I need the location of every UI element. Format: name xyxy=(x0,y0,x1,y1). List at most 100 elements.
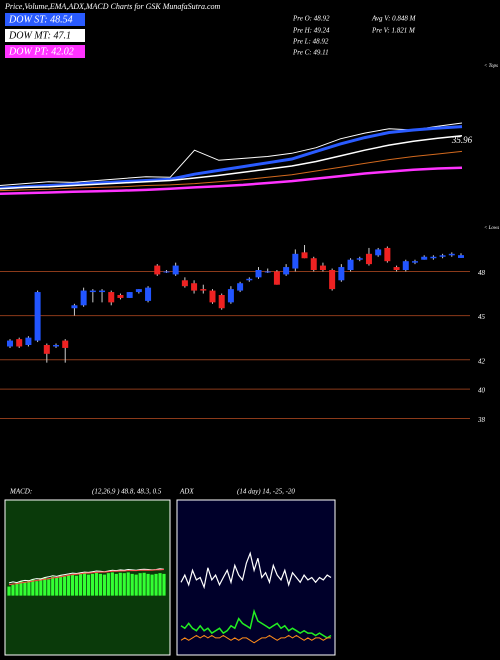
candle-body xyxy=(218,295,225,309)
histogram-bar xyxy=(23,581,27,596)
candle-body xyxy=(356,258,363,260)
candle-body xyxy=(365,253,372,265)
candle-body xyxy=(7,340,13,347)
histogram-bar xyxy=(138,573,142,596)
histogram-bar xyxy=(67,575,71,596)
info-text: Pre V: 1.821 M xyxy=(371,27,416,35)
candle-body xyxy=(108,292,115,303)
candle-body xyxy=(16,339,23,347)
candle-body xyxy=(338,267,345,281)
candle-body xyxy=(209,290,216,303)
series-line xyxy=(8,569,165,586)
y-tick-label: 38 xyxy=(477,416,486,424)
page-title: Price,Volume,EMA,ADX,MACD Charts for GSK… xyxy=(4,2,221,11)
candle-body xyxy=(89,290,96,293)
candle-body xyxy=(458,255,464,258)
candle-body xyxy=(273,271,280,285)
histogram-bar xyxy=(51,576,55,596)
histogram-bar xyxy=(130,573,134,596)
series-line xyxy=(0,125,463,190)
candle-body xyxy=(301,252,308,259)
histogram-bar xyxy=(15,582,19,596)
candle-body xyxy=(283,267,290,275)
candle-body xyxy=(448,253,455,256)
histogram-bar xyxy=(154,573,158,596)
histogram-bar xyxy=(162,573,166,596)
series-line xyxy=(8,568,165,584)
histogram-bar xyxy=(118,572,122,596)
candle-body xyxy=(71,305,78,309)
legend-swatch xyxy=(5,29,85,42)
candle-body xyxy=(126,292,133,298)
histogram-bar xyxy=(27,580,31,596)
histogram-bar xyxy=(7,586,11,596)
candle-body xyxy=(53,345,60,347)
panel-label: ADX xyxy=(179,488,194,496)
series-line xyxy=(180,608,332,639)
series-line xyxy=(180,551,332,590)
info-text: Pre O: 48.92 xyxy=(292,15,330,23)
value-label: 35.96 xyxy=(451,135,473,145)
histogram-bar xyxy=(158,573,162,596)
candle-body xyxy=(347,259,354,270)
histogram-bar xyxy=(126,572,130,596)
candle-body xyxy=(402,261,409,270)
info-text: Pre H: 49.24 xyxy=(292,27,330,35)
candle-body xyxy=(117,295,124,298)
candle-body xyxy=(145,287,152,301)
panel-params: (12,26,9 ) 48.8, 48.3, 0.5 xyxy=(92,488,162,496)
histogram-bar xyxy=(55,577,59,596)
candle-body xyxy=(439,255,446,257)
histogram-bar xyxy=(122,573,126,596)
histogram-bar xyxy=(142,572,146,596)
info-text: Pre C: 49.11 xyxy=(292,49,329,57)
candle-body xyxy=(200,289,207,291)
candle-body xyxy=(99,290,106,293)
candle-body xyxy=(80,290,87,306)
histogram-bar xyxy=(74,575,79,596)
panel-params: (14 day) 14, -25, -20 xyxy=(237,488,295,496)
histogram-bar xyxy=(47,579,51,596)
series-line xyxy=(0,122,463,186)
histogram-bar xyxy=(59,575,63,596)
histogram-bar xyxy=(134,574,138,596)
candle-body xyxy=(421,256,428,260)
histogram-bar xyxy=(31,579,35,596)
panel-note: < Tops xyxy=(484,64,498,69)
histogram-bar xyxy=(43,577,47,596)
histogram-bar xyxy=(11,584,15,596)
histogram-bar xyxy=(82,573,87,596)
histogram-bar xyxy=(86,574,91,596)
series-line xyxy=(180,634,331,644)
histogram-bar xyxy=(39,578,43,596)
candle-body xyxy=(135,289,142,293)
candle-body xyxy=(246,278,253,281)
y-tick-label: 45 xyxy=(478,313,486,321)
legend-label: DOW PT: 42.02 xyxy=(8,46,74,57)
candle-body xyxy=(255,270,262,278)
candle-body xyxy=(62,340,69,348)
histogram-bar xyxy=(35,581,39,596)
histogram-bar xyxy=(71,574,75,596)
y-tick-label: 48 xyxy=(478,269,486,277)
histogram-bar xyxy=(102,574,106,596)
y-tick-label: 42 xyxy=(478,357,486,365)
histogram-bar xyxy=(146,573,150,596)
histogram-bar xyxy=(94,572,99,596)
candle-body xyxy=(181,280,188,287)
legend-label: DOW ST: 48.54 xyxy=(8,14,73,25)
histogram-bar xyxy=(78,573,83,596)
y-tick-label: 40 xyxy=(478,387,486,395)
candle-body xyxy=(329,270,336,290)
histogram-bar xyxy=(150,574,154,596)
candle-body xyxy=(393,267,400,270)
candle-body xyxy=(237,283,244,291)
candle-body xyxy=(411,261,418,263)
candle-body xyxy=(264,271,271,273)
candle-body xyxy=(25,337,32,345)
series-line xyxy=(0,166,463,195)
panel-label: MACD: xyxy=(9,488,32,496)
candle-body xyxy=(310,258,317,270)
histogram-bar xyxy=(106,573,110,596)
